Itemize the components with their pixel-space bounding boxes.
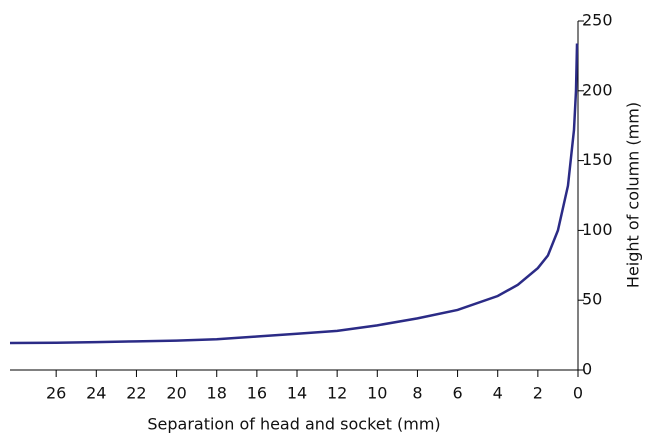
y-tick-label: 100 (582, 220, 613, 239)
y-tick-label: 200 (582, 80, 613, 99)
y-tick-label: 150 (582, 150, 613, 169)
x-tick-label: 20 (166, 384, 186, 403)
x-tick-label: 8 (412, 384, 422, 403)
x-axis-label: Separation of head and socket (mm) (147, 415, 440, 434)
data-line (9, 43, 579, 345)
x-tick-label: 4 (493, 384, 503, 403)
x-tick-label: 6 (452, 384, 462, 403)
x-tick-label: 12 (327, 384, 347, 403)
x-tick-label: 2 (533, 384, 543, 403)
x-tick-label: 18 (207, 384, 227, 403)
x-tick-label: 10 (367, 384, 387, 403)
y-tick-label: 50 (582, 290, 602, 309)
x-tick-label: 26 (46, 384, 66, 403)
y-axis-label: Height of column (mm) (624, 102, 643, 288)
x-tick-label: 0 (573, 384, 583, 403)
x-tick-label: 14 (287, 384, 307, 403)
y-tick-label: 250 (582, 11, 613, 30)
x-tick-label: 16 (247, 384, 267, 403)
y-tick-label: 0 (582, 360, 592, 379)
x-tick-label: 22 (126, 384, 146, 403)
x-tick-label: 24 (86, 384, 106, 403)
